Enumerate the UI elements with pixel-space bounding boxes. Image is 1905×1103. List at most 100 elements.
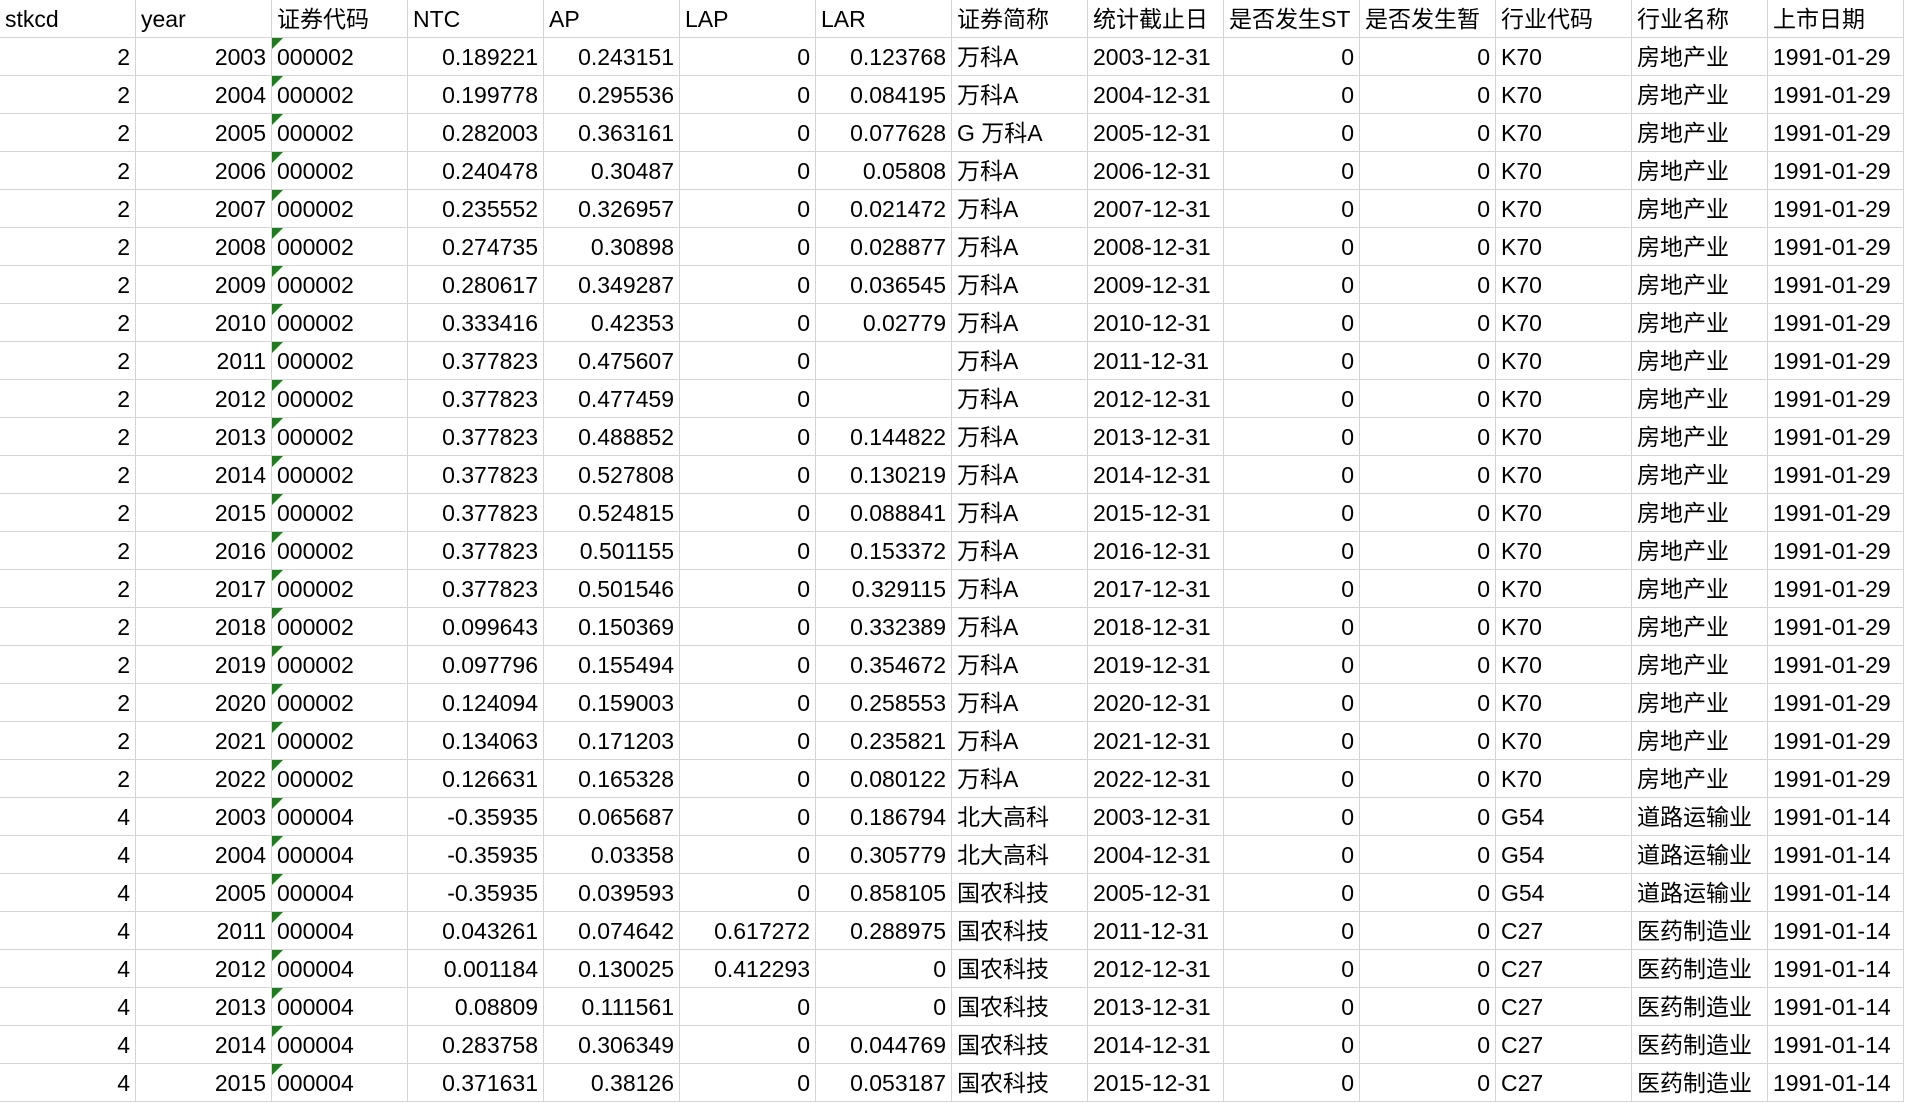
cell[interactable]: 国农科技 (952, 912, 1088, 950)
cell[interactable]: 1991-01-14 (1768, 1064, 1904, 1102)
cell[interactable]: 房地产业 (1632, 684, 1768, 722)
cell[interactable]: G54 (1496, 874, 1632, 912)
cell[interactable]: 1991-01-29 (1768, 494, 1904, 532)
cell[interactable]: 000002 (272, 646, 408, 684)
cell[interactable]: 0.332389 (816, 608, 952, 646)
cell[interactable]: 0.05808 (816, 152, 952, 190)
cell[interactable]: 0 (1360, 76, 1496, 114)
cell[interactable]: 0.077628 (816, 114, 952, 152)
cell[interactable]: 0 (1224, 342, 1360, 380)
cell[interactable]: 000002 (272, 418, 408, 456)
cell[interactable]: 000002 (272, 380, 408, 418)
cell[interactable]: 0 (680, 1026, 816, 1064)
cell[interactable]: 房地产业 (1632, 76, 1768, 114)
cell[interactable]: 2019-12-31 (1088, 646, 1224, 684)
cell[interactable]: 2011 (136, 912, 272, 950)
header-cell-5[interactable]: LAP (680, 0, 816, 38)
cell[interactable]: 0.326957 (544, 190, 680, 228)
cell[interactable]: 0.044769 (816, 1026, 952, 1064)
cell[interactable]: 0.412293 (680, 950, 816, 988)
cell[interactable]: 0.144822 (816, 418, 952, 456)
cell[interactable]: 2012 (136, 380, 272, 418)
cell[interactable]: 0.617272 (680, 912, 816, 950)
cell[interactable]: 房地产业 (1632, 646, 1768, 684)
cell[interactable]: 2007-12-31 (1088, 190, 1224, 228)
cell[interactable]: 1991-01-29 (1768, 570, 1904, 608)
header-cell-6[interactable]: LAR (816, 0, 952, 38)
cell[interactable]: 1991-01-14 (1768, 988, 1904, 1026)
cell[interactable]: 0 (680, 152, 816, 190)
cell[interactable]: 0 (1360, 912, 1496, 950)
cell[interactable]: 2005-12-31 (1088, 874, 1224, 912)
cell[interactable]: 0.377823 (408, 418, 544, 456)
cell[interactable]: 4 (0, 1026, 136, 1064)
cell[interactable]: 0 (1360, 418, 1496, 456)
cell[interactable]: 0.354672 (816, 646, 952, 684)
cell[interactable]: 0 (1224, 532, 1360, 570)
cell[interactable]: 000002 (272, 570, 408, 608)
cell[interactable]: K70 (1496, 380, 1632, 418)
cell[interactable]: 0.477459 (544, 380, 680, 418)
cell[interactable]: 0.274735 (408, 228, 544, 266)
cell[interactable]: 万科A (952, 532, 1088, 570)
cell[interactable]: 2003-12-31 (1088, 38, 1224, 76)
cell[interactable]: 0.053187 (816, 1064, 952, 1102)
cell[interactable]: 0 (816, 950, 952, 988)
cell[interactable]: 0 (1224, 798, 1360, 836)
cell[interactable]: 0.088841 (816, 494, 952, 532)
cell[interactable]: K70 (1496, 190, 1632, 228)
cell[interactable]: 2 (0, 760, 136, 798)
cell[interactable]: 000004 (272, 988, 408, 1026)
cell[interactable]: 2 (0, 190, 136, 228)
cell[interactable]: 4 (0, 798, 136, 836)
cell[interactable]: 2022 (136, 760, 272, 798)
cell[interactable]: 2005 (136, 874, 272, 912)
cell[interactable]: 0 (1360, 1026, 1496, 1064)
cell[interactable]: 0.03358 (544, 836, 680, 874)
cell[interactable]: 1991-01-14 (1768, 912, 1904, 950)
cell[interactable]: 万科A (952, 418, 1088, 456)
cell[interactable]: 2004-12-31 (1088, 76, 1224, 114)
cell[interactable]: 万科A (952, 570, 1088, 608)
cell[interactable]: 1991-01-29 (1768, 760, 1904, 798)
cell[interactable]: -0.35935 (408, 836, 544, 874)
cell[interactable]: 0.065687 (544, 798, 680, 836)
cell[interactable]: 0.288975 (816, 912, 952, 950)
cell[interactable]: 4 (0, 950, 136, 988)
cell[interactable]: 2010 (136, 304, 272, 342)
cell[interactable]: 0.501155 (544, 532, 680, 570)
cell[interactable]: 0.501546 (544, 570, 680, 608)
cell[interactable]: 2003 (136, 38, 272, 76)
cell[interactable]: 1991-01-29 (1768, 608, 1904, 646)
cell[interactable]: 0.475607 (544, 342, 680, 380)
cell[interactable]: 0 (1360, 304, 1496, 342)
cell[interactable]: 0.111561 (544, 988, 680, 1026)
cell[interactable]: 0.043261 (408, 912, 544, 950)
cell[interactable]: 0 (1360, 1064, 1496, 1102)
cell[interactable]: K70 (1496, 722, 1632, 760)
cell[interactable]: 0 (1224, 304, 1360, 342)
cell[interactable]: 0.349287 (544, 266, 680, 304)
cell[interactable]: 1991-01-29 (1768, 152, 1904, 190)
cell[interactable]: 1991-01-14 (1768, 1026, 1904, 1064)
cell[interactable]: 万科A (952, 190, 1088, 228)
cell[interactable]: 0 (1360, 494, 1496, 532)
cell[interactable]: 房地产业 (1632, 228, 1768, 266)
cell[interactable]: 万科A (952, 152, 1088, 190)
cell[interactable]: 4 (0, 912, 136, 950)
cell[interactable]: 2015 (136, 494, 272, 532)
cell[interactable]: 0 (1360, 608, 1496, 646)
cell[interactable]: 2014 (136, 456, 272, 494)
cell[interactable]: 000002 (272, 190, 408, 228)
cell[interactable]: 2005 (136, 114, 272, 152)
cell[interactable]: 000002 (272, 76, 408, 114)
cell[interactable]: 0.235821 (816, 722, 952, 760)
cell[interactable]: 0.524815 (544, 494, 680, 532)
cell[interactable]: 000004 (272, 912, 408, 950)
cell[interactable]: 0.021472 (816, 190, 952, 228)
cell[interactable]: 0.377823 (408, 532, 544, 570)
cell[interactable]: 1991-01-29 (1768, 114, 1904, 152)
cell[interactable]: C27 (1496, 1064, 1632, 1102)
cell[interactable]: 4 (0, 874, 136, 912)
cell[interactable]: 0.305779 (816, 836, 952, 874)
